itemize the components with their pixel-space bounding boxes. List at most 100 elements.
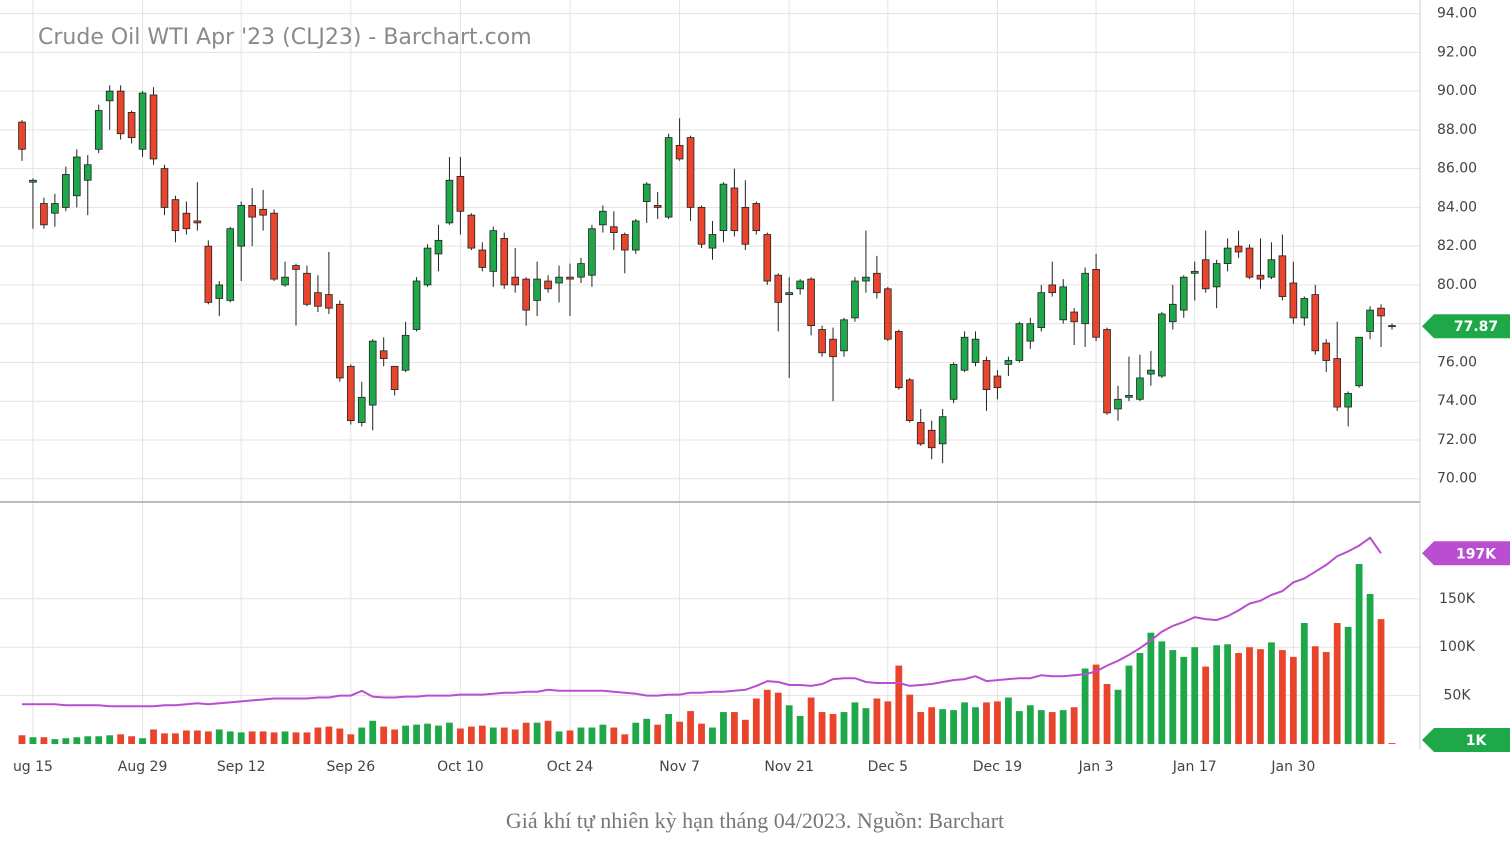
volume-bar [314,727,322,744]
candle-body [927,429,936,449]
volume-bar [1158,641,1166,744]
volume-bar [150,729,157,744]
candle-body [653,205,662,208]
candle-body [500,238,509,286]
candle-body [1377,307,1385,317]
candle-body [40,203,48,226]
candle-body [938,416,947,445]
volume-bar [500,727,508,744]
candle-body [599,210,607,226]
volume-bar [478,725,486,744]
candle-body [1059,286,1067,321]
volume-bar [1180,656,1188,744]
candle-body [949,363,958,400]
candle-body [1289,282,1298,319]
candle-body [105,90,114,102]
candle-body [478,249,487,268]
volume-bar [522,722,530,744]
last-value-tag [1422,314,1510,339]
volume-bar [741,719,749,744]
candle-body [982,360,991,390]
volume-bar [139,738,146,744]
volume-bar [983,702,990,744]
candle-body [456,175,465,212]
candle-body [1245,247,1254,278]
candle-body [193,220,202,224]
volume-bar [358,727,366,744]
candle-body [1125,394,1133,398]
last-value-tag [1422,541,1510,566]
volume-bar [698,723,705,744]
volume-bar [128,736,135,744]
volume-bar [588,727,596,744]
candle-body [215,284,224,299]
candle-body [423,247,432,286]
volume-bar [193,730,201,744]
candle-body [1322,342,1331,361]
x-tick-label: Oct 24 [547,759,594,775]
candle-body [1015,323,1024,361]
volume-bar [51,739,59,744]
volume-bar [292,732,300,744]
volume-bar [895,665,903,744]
grid [0,0,1420,744]
candle-body [862,276,870,282]
volume-bar [1191,647,1199,744]
volume-bar [785,705,793,744]
candle-body [1212,263,1221,288]
volume-bar [1311,646,1319,744]
volume-bar [248,731,256,744]
candle-body [94,110,103,150]
volume-bar [347,734,355,744]
volume-bar [654,724,662,744]
candle-body [1179,276,1188,311]
volume-bar [862,708,870,744]
candle-body [763,234,772,282]
candle-body [237,205,245,247]
volume-bar [1246,647,1253,744]
candle-body [873,272,881,294]
candle-body [1267,259,1276,278]
volume-bar [555,731,563,744]
volume-bar [972,707,979,744]
candle-body [62,174,70,208]
candle-body [379,350,388,359]
volume-bar [1048,712,1056,744]
volume-bar [577,727,585,744]
candle-body [1234,245,1243,253]
candle-body [336,303,344,379]
volume-bar [511,729,519,744]
volume-bar [369,720,377,744]
candle-body [401,334,410,371]
candle-body [18,121,26,150]
volume-bar [807,697,815,744]
volume-bar [676,721,683,744]
candle-body [884,288,892,340]
candle-body [292,265,300,270]
volume-bar [906,694,914,744]
candle-body [785,292,793,296]
volume-bar [1257,649,1264,744]
candle-body [555,276,563,284]
candle-body [1366,309,1374,332]
last-value-label: 1K [1466,733,1488,749]
candle-body [533,278,541,301]
candle-body [1048,284,1057,294]
candle-body [1355,336,1363,387]
candle-body [325,294,333,309]
candle-body [314,292,322,307]
y-tick-label: 80.00 [1437,277,1477,293]
candle-body [204,245,213,303]
volume-bar [1005,697,1012,744]
volume-bar [1059,710,1067,744]
candle-body [993,375,1002,389]
volume-bar [1235,653,1242,744]
candle-body [774,274,783,303]
volume-bar [1147,632,1155,744]
volume-bar [1366,593,1374,744]
candle-body [1190,270,1199,274]
candle-body [807,278,815,327]
candle-body [270,212,278,280]
chart-title: Crude Oil WTI Apr '23 (CLJ23) - Barchart… [38,25,532,50]
volume-bar [709,727,716,744]
